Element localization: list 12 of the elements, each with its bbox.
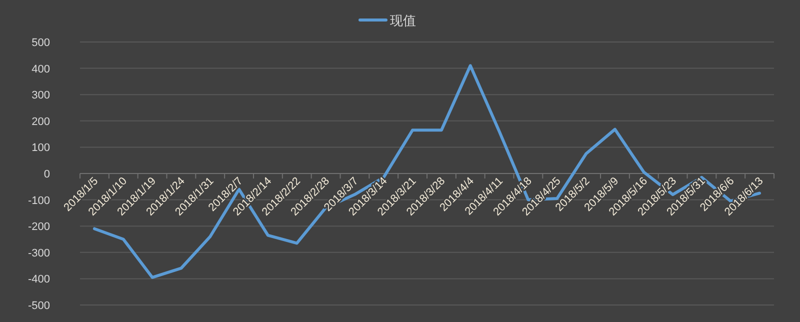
y-tick-label: 200 — [32, 116, 50, 128]
y-tick-label: -500 — [28, 300, 50, 312]
y-tick-label: -400 — [28, 274, 50, 286]
y-tick-label: 0 — [44, 168, 50, 180]
y-tick-label: -200 — [28, 221, 50, 234]
legend-label: 现值 — [390, 13, 416, 28]
y-tick-label: 500 — [32, 37, 50, 49]
y-tick-label: -300 — [28, 247, 50, 260]
y-tick-label: 100 — [32, 142, 50, 154]
y-tick-label: 300 — [32, 90, 50, 102]
y-tick-label: -100 — [28, 194, 50, 207]
y-tick-label: 400 — [32, 63, 50, 76]
